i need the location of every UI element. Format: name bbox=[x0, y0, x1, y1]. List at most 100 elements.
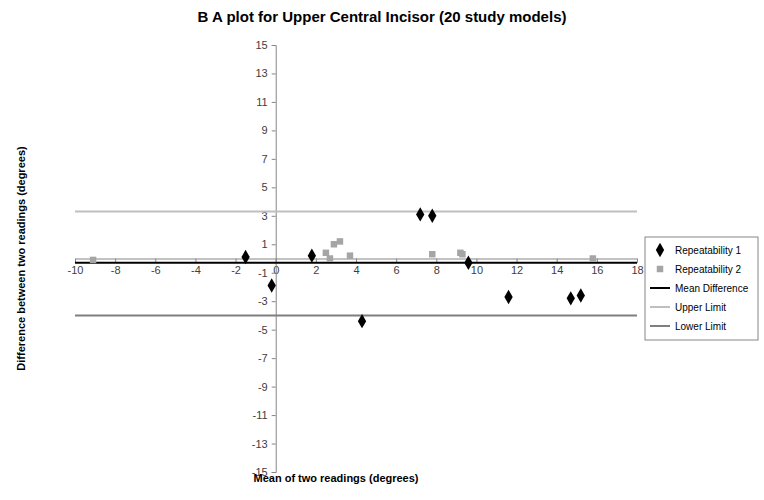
y-axis-line bbox=[272, 46, 277, 473]
y-tick-label: -1 bbox=[258, 267, 268, 279]
point bbox=[90, 257, 96, 263]
y-tick-label: -3 bbox=[258, 295, 268, 307]
x-tick-label: 14 bbox=[551, 264, 563, 276]
x-tick: -8 bbox=[111, 259, 121, 277]
y-tick-mark bbox=[272, 187, 276, 188]
x-tick-label: 16 bbox=[591, 264, 603, 276]
y-tick: 7 bbox=[262, 153, 276, 165]
series-line bbox=[75, 262, 637, 264]
x-tick-label: -4 bbox=[191, 264, 201, 276]
point bbox=[241, 250, 249, 264]
y-tick-mark bbox=[272, 415, 276, 416]
legend-swatch bbox=[656, 243, 664, 257]
x-tick: -2 bbox=[231, 259, 241, 277]
x-axis-title: Mean of two readings (degrees) bbox=[253, 472, 418, 484]
x-tick-label: 18 bbox=[631, 264, 643, 276]
legend-label: Repeatability 2 bbox=[675, 264, 742, 275]
x-tick: 12 bbox=[511, 259, 523, 277]
point bbox=[428, 209, 436, 223]
y-tick: -1 bbox=[258, 267, 276, 279]
x-tick: 14 bbox=[551, 259, 563, 277]
y-tick-mark bbox=[272, 244, 276, 245]
x-tick-mark bbox=[637, 259, 638, 263]
point bbox=[327, 255, 333, 261]
x-axis-line bbox=[76, 259, 638, 263]
y-tick-label: -5 bbox=[258, 324, 268, 336]
y-axis: 15131197531-1-3-5-7-9-11-13-15 bbox=[252, 39, 276, 478]
point bbox=[504, 290, 512, 304]
chart-svg: B A plot for Upper Central Incisor (20 s… bbox=[0, 0, 764, 500]
y-tick-label: -9 bbox=[258, 381, 268, 393]
y-tick-label: 5 bbox=[262, 181, 268, 193]
x-tick-label: -6 bbox=[151, 264, 161, 276]
y-tick-label: 7 bbox=[262, 153, 268, 165]
y-tick-mark bbox=[272, 130, 276, 131]
x-tick-label: 10 bbox=[471, 264, 483, 276]
y-tick: 9 bbox=[262, 124, 276, 136]
x-tick-label: 4 bbox=[353, 264, 359, 276]
y-tick: 11 bbox=[256, 96, 275, 108]
y-tick-label: 15 bbox=[255, 39, 267, 51]
legend-label: Mean Difference bbox=[675, 283, 749, 294]
y-tick-mark bbox=[272, 301, 276, 302]
legend-label: Lower Limit bbox=[675, 321, 726, 332]
legend-swatch bbox=[650, 325, 670, 327]
x-tick: 18 bbox=[631, 259, 643, 277]
plot-area bbox=[75, 207, 637, 328]
x-tick: 4 bbox=[353, 259, 359, 277]
point bbox=[416, 207, 424, 221]
point bbox=[464, 256, 472, 270]
legend: Repeatability 1 Repeatability 2 Mean Diffe… bbox=[645, 237, 758, 340]
x-tick-label: -8 bbox=[111, 264, 121, 276]
point bbox=[429, 251, 435, 257]
x-tick: 10 bbox=[471, 259, 483, 277]
x-tick-label: 2 bbox=[313, 264, 319, 276]
x-tick-label: 8 bbox=[434, 264, 440, 276]
y-tick-mark bbox=[272, 102, 276, 103]
y-tick: 5 bbox=[262, 181, 276, 193]
x-tick: 2 bbox=[313, 259, 319, 277]
x-tick: 6 bbox=[394, 259, 400, 277]
legend-box bbox=[645, 237, 758, 340]
y-tick: 15 bbox=[255, 39, 275, 51]
x-tick: -6 bbox=[151, 259, 161, 277]
point bbox=[358, 314, 366, 328]
series-points bbox=[90, 238, 596, 263]
x-tick: -4 bbox=[191, 259, 201, 277]
x-tick: 8 bbox=[434, 259, 440, 277]
y-tick-mark bbox=[272, 387, 276, 388]
x-tick-label: 6 bbox=[394, 264, 400, 276]
y-tick-mark bbox=[272, 216, 276, 217]
x-tick-label: 12 bbox=[511, 264, 523, 276]
y-tick-mark bbox=[272, 159, 276, 160]
legend-label: Upper Limit bbox=[675, 302, 726, 313]
series-line bbox=[75, 314, 637, 316]
y-tick: -5 bbox=[258, 324, 276, 336]
y-tick-mark bbox=[272, 273, 276, 274]
y-tick: -3 bbox=[258, 295, 276, 307]
y-tick: 13 bbox=[255, 67, 275, 79]
legend-swatch bbox=[650, 287, 670, 289]
y-tick: -13 bbox=[252, 438, 276, 450]
y-tick-mark bbox=[272, 358, 276, 359]
x-tick-label: -10 bbox=[68, 264, 84, 276]
series-line bbox=[75, 211, 637, 213]
y-tick-label: -11 bbox=[253, 409, 268, 421]
y-tick-label: 11 bbox=[256, 96, 267, 108]
y-tick-label: 13 bbox=[255, 67, 267, 79]
y-tick: 1 bbox=[262, 238, 276, 250]
point bbox=[331, 241, 337, 247]
legend-swatch bbox=[657, 266, 663, 272]
y-tick-mark bbox=[272, 330, 276, 331]
point bbox=[347, 252, 353, 258]
series-points bbox=[241, 207, 585, 328]
y-tick: -9 bbox=[258, 381, 276, 393]
legend-label: Repeatability 1 bbox=[675, 245, 742, 256]
y-tick-label: -13 bbox=[252, 438, 268, 450]
y-tick-mark bbox=[272, 45, 276, 46]
point bbox=[323, 250, 329, 256]
legend-swatch bbox=[650, 306, 670, 308]
y-axis-title: Difference between two readings (degrees… bbox=[15, 146, 27, 371]
y-tick-label: 1 bbox=[262, 238, 268, 250]
point bbox=[308, 248, 316, 262]
